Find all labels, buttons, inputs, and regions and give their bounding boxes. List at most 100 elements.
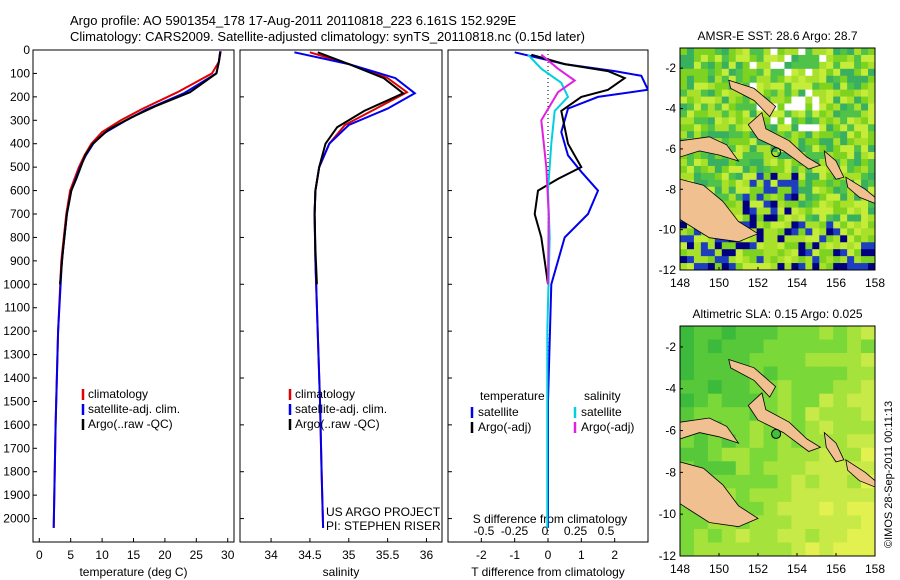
map-cell — [735, 249, 744, 257]
map-cell — [728, 249, 737, 257]
map-cell — [700, 61, 709, 70]
map-cell — [735, 165, 744, 174]
map-cell — [840, 214, 848, 222]
map-cell — [777, 89, 785, 98]
project-annotation: PI: STEPHEN RISER — [326, 519, 441, 533]
map-cell — [756, 48, 765, 56]
map-cell — [680, 75, 688, 84]
map-cell — [805, 61, 813, 70]
map-cell — [826, 145, 834, 153]
map-cell — [791, 326, 806, 341]
map-cell — [714, 165, 723, 174]
map-cell — [840, 242, 848, 250]
map-cell — [721, 138, 730, 146]
map-cell — [756, 228, 765, 236]
map-cell — [721, 117, 730, 125]
map-cell — [819, 89, 827, 98]
map-cell — [770, 172, 778, 181]
map-cell — [777, 186, 785, 195]
map-cell — [714, 124, 723, 132]
map-cell — [777, 242, 785, 250]
map-cell — [840, 249, 848, 257]
map-cell — [721, 172, 730, 181]
map-cell — [868, 145, 875, 153]
map-cell — [812, 96, 820, 104]
map-cell — [770, 96, 778, 104]
x-tick-label: 158 — [865, 276, 885, 290]
map-cell — [840, 159, 848, 167]
map-cell — [805, 200, 813, 209]
map-cell — [812, 54, 820, 63]
map-cell — [826, 242, 834, 250]
map-cell — [693, 528, 709, 543]
map-cell — [680, 89, 688, 98]
map-cell — [707, 339, 723, 354]
map-cell — [707, 366, 723, 381]
map-cell — [707, 447, 723, 462]
map-cell — [791, 96, 799, 104]
map-cell — [686, 96, 695, 104]
map-cell — [721, 61, 730, 70]
map-cell — [812, 68, 820, 77]
map-cell — [756, 82, 765, 91]
map-cell — [819, 54, 827, 63]
map-cell — [805, 501, 820, 516]
map-cell — [714, 103, 723, 111]
map-cell — [756, 221, 765, 229]
map-cell — [735, 75, 744, 84]
y-tick-label: 1700 — [3, 441, 30, 455]
map-cell — [819, 242, 827, 250]
sst-map-panel: 148 150 152 154 156 158 -2 -4 -6 -8 -10 -12 AMSR-E S… — [659, 29, 886, 290]
map-cell — [686, 110, 695, 118]
map-cell — [791, 103, 799, 111]
map-cell — [735, 61, 744, 70]
map-cell — [735, 124, 744, 132]
map-cell — [840, 82, 848, 91]
map-cell — [826, 82, 834, 91]
map-cell — [812, 186, 820, 195]
map-cell — [861, 152, 869, 160]
y-tick-label: 1100 — [4, 301, 30, 315]
map-cell — [721, 193, 730, 202]
map-cell — [819, 528, 834, 543]
map-cell — [791, 366, 806, 381]
map-cell — [749, 110, 758, 118]
map-cell — [833, 380, 848, 395]
map-cell — [777, 380, 792, 395]
map-cell — [693, 61, 702, 70]
map-cell — [805, 131, 813, 139]
map-cell — [680, 326, 695, 341]
map-cell — [861, 263, 869, 270]
map-cell — [721, 542, 737, 556]
map-cell — [833, 48, 841, 56]
map-cell — [721, 339, 737, 354]
map-cell — [735, 242, 744, 250]
map-cell — [680, 228, 688, 236]
map-cell — [826, 138, 834, 146]
map-cell — [777, 461, 792, 476]
map-cell — [819, 165, 827, 174]
map-cell — [819, 96, 827, 104]
map-cell — [854, 249, 862, 257]
map-cell — [756, 159, 765, 167]
map-cell — [812, 263, 820, 270]
map-cell — [805, 249, 813, 257]
map-cell — [763, 501, 778, 516]
map-cell — [847, 249, 855, 257]
map-cell — [777, 207, 785, 215]
map-cell — [756, 200, 765, 209]
map-cell — [805, 207, 813, 215]
map-cell — [707, 528, 723, 543]
map-cell — [833, 353, 848, 368]
map-cell — [763, 207, 772, 215]
map-cell — [693, 110, 702, 118]
map-cell — [777, 366, 792, 381]
map-cell — [791, 89, 799, 98]
map-cell — [840, 96, 848, 104]
difference-panel: -2 -1 0 1 2 T difference from climatology -0.5… — [447, 49, 649, 579]
map-cell — [847, 326, 862, 341]
map-cell — [812, 110, 820, 118]
land-mass — [680, 417, 740, 444]
map-cell — [763, 193, 772, 202]
map-cell — [749, 447, 765, 462]
